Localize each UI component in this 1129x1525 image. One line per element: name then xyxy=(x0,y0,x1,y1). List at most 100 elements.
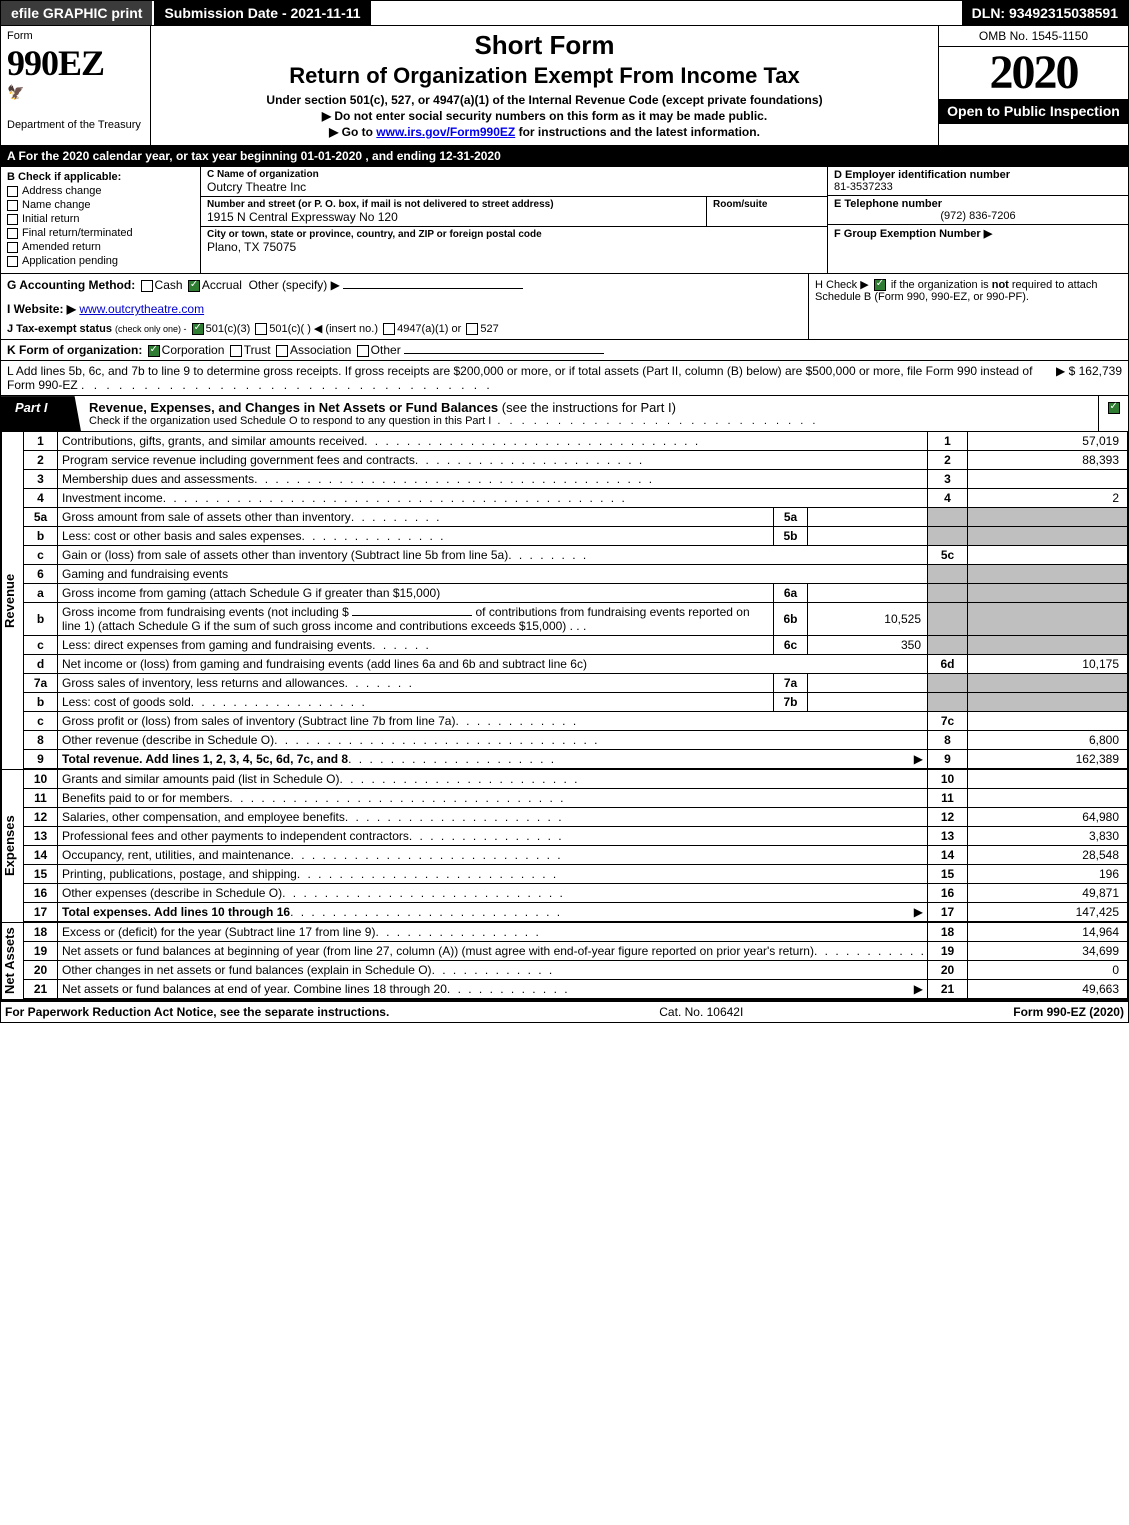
chk-corporation[interactable] xyxy=(148,345,160,357)
page-footer: For Paperwork Reduction Act Notice, see … xyxy=(0,1000,1129,1023)
form-header: Form 990EZ 🦅 Department of the Treasury … xyxy=(0,26,1129,146)
title-return: Return of Organization Exempt From Incom… xyxy=(157,63,932,89)
row-11: 11 Benefits paid to or for members . . .… xyxy=(24,789,1128,808)
omb-number: OMB No. 1545-1150 xyxy=(939,26,1128,47)
chk-501c[interactable] xyxy=(255,323,267,335)
g-other: Other (specify) ▶ xyxy=(249,278,340,292)
chk-trust[interactable] xyxy=(230,345,242,357)
l-text: L Add lines 5b, 6c, and 7b to line 9 to … xyxy=(7,364,1048,392)
k-trust: Trust xyxy=(244,343,271,357)
line-g: G Accounting Method: Cash Accrual Other … xyxy=(1,274,808,339)
j-4947: 4947(a)(1) or xyxy=(397,323,461,335)
net-assets-section: Net Assets 18 Excess or (deficit) for th… xyxy=(0,923,1129,1000)
city-value: Plano, TX 75075 xyxy=(207,240,821,254)
goto-post: for instructions and the latest informat… xyxy=(519,125,760,139)
phone-value: (972) 836-7206 xyxy=(834,210,1122,222)
chk-501c3[interactable] xyxy=(192,323,204,335)
row-8: 8 Other revenue (describe in Schedule O)… xyxy=(24,731,1128,750)
part-1-header: Part I Revenue, Expenses, and Changes in… xyxy=(0,396,1129,432)
j-note: (check only one) - xyxy=(115,324,187,334)
row-7a: 7a Gross sales of inventory, less return… xyxy=(24,674,1128,693)
r1-amt: 57,019 xyxy=(968,432,1128,451)
lines-g-h: G Accounting Method: Cash Accrual Other … xyxy=(0,274,1129,340)
address-value: 1915 N Central Expressway No 120 xyxy=(207,210,700,224)
warning-ssn: ▶ Do not enter social security numbers o… xyxy=(157,109,932,123)
city-label: City or town, state or province, country… xyxy=(207,229,821,240)
chk-association[interactable] xyxy=(276,345,288,357)
part-1-schedule-o-checkbox[interactable] xyxy=(1098,396,1128,431)
website-link[interactable]: www.outcrytheatre.com xyxy=(79,302,204,316)
k-other-fill[interactable] xyxy=(404,353,604,354)
topbar-spacer xyxy=(373,1,962,25)
r1-num: 1 xyxy=(24,432,58,451)
k-assoc: Association xyxy=(290,343,351,357)
chk-final-return[interactable]: Final return/terminated xyxy=(7,227,194,239)
line-h: H Check ▶ if the organization is not req… xyxy=(808,274,1128,339)
g-other-fill[interactable] xyxy=(343,288,523,289)
h-pre: H Check ▶ xyxy=(815,279,869,291)
warning-goto: ▶ Go to www.irs.gov/Form990EZ for instru… xyxy=(157,125,932,139)
g-accrual: Accrual xyxy=(202,278,242,292)
row-4: 4 Investment income . . . . . . . . . . … xyxy=(24,489,1128,508)
open-to-public: Open to Public Inspection xyxy=(939,99,1128,124)
chk-name-change[interactable]: Name change xyxy=(7,199,194,211)
row-15: 15 Printing, publications, postage, and … xyxy=(24,865,1128,884)
box-b-header: B Check if applicable: xyxy=(7,171,194,183)
top-bar: efile GRAPHIC print Submission Date - 20… xyxy=(0,0,1129,26)
form-word: Form xyxy=(7,30,144,42)
row-19: 19 Net assets or fund balances at beginn… xyxy=(24,942,1128,961)
org-name-value: Outcry Theatre Inc xyxy=(207,180,821,194)
chk-527[interactable] xyxy=(466,323,478,335)
chk-accrual[interactable] xyxy=(188,280,200,292)
i-label: I Website: ▶ xyxy=(7,302,76,316)
k-corp: Corporation xyxy=(162,343,225,357)
j-label: J Tax-exempt status xyxy=(7,323,112,335)
efile-print-button[interactable]: efile GRAPHIC print xyxy=(1,1,154,25)
row-6b: b Gross income from fundraising events (… xyxy=(24,603,1128,636)
footer-form-ref: Form 990-EZ (2020) xyxy=(1013,1005,1124,1019)
row-21: 21 Net assets or fund balances at end of… xyxy=(24,980,1128,999)
row-5b: b Less: cost or other basis and sales ex… xyxy=(24,527,1128,546)
h-mid: if the organization is xyxy=(891,279,992,291)
chk-initial-return[interactable]: Initial return xyxy=(7,213,194,225)
box-c: C Name of organization Outcry Theatre In… xyxy=(201,167,828,273)
g-label: G Accounting Method: xyxy=(7,278,135,292)
row-18: 18 Excess or (deficit) for the year (Sub… xyxy=(24,923,1128,942)
chk-h[interactable] xyxy=(874,279,886,291)
k-label: K Form of organization: xyxy=(7,343,142,357)
ein-value: 81-3537233 xyxy=(834,181,1122,193)
goto-pre: ▶ Go to xyxy=(329,125,376,139)
footer-cat-no: Cat. No. 10642I xyxy=(659,1005,743,1019)
row-6c: c Less: direct expenses from gaming and … xyxy=(24,636,1128,655)
chk-4947[interactable] xyxy=(383,323,395,335)
irs-link[interactable]: www.irs.gov/Form990EZ xyxy=(376,125,515,139)
g-cash: Cash xyxy=(155,278,183,292)
org-name-label: C Name of organization xyxy=(207,169,821,180)
row-9: 9 Total revenue. Add lines 1, 2, 3, 4, 5… xyxy=(24,750,1128,769)
chk-application-pending[interactable]: Application pending xyxy=(7,255,194,267)
chk-cash[interactable] xyxy=(141,280,153,292)
row-3: 3 Membership dues and assessments . . . … xyxy=(24,470,1128,489)
room-label: Room/suite xyxy=(713,199,821,210)
chk-other-org[interactable] xyxy=(357,345,369,357)
row-6d: d Net income or (loss) from gaming and f… xyxy=(24,655,1128,674)
footer-left: For Paperwork Reduction Act Notice, see … xyxy=(5,1005,389,1019)
expenses-side-label: Expenses xyxy=(1,770,23,922)
form-number: 990EZ xyxy=(7,42,144,84)
tax-year: 2020 xyxy=(939,47,1128,99)
chk-amended-return[interactable]: Amended return xyxy=(7,241,194,253)
eagle-icon: 🦅 xyxy=(7,84,144,101)
row-17: 17 Total expenses. Add lines 10 through … xyxy=(24,903,1128,922)
box-def: D Employer identification number 81-3537… xyxy=(828,167,1128,273)
header-right: OMB No. 1545-1150 2020 Open to Public In… xyxy=(938,26,1128,145)
row-13: 13 Professional fees and other payments … xyxy=(24,827,1128,846)
row-6a: a Gross income from gaming (attach Sched… xyxy=(24,584,1128,603)
chk-address-change[interactable]: Address change xyxy=(7,185,194,197)
6b-blank[interactable] xyxy=(352,615,472,616)
row-12: 12 Salaries, other compensation, and emp… xyxy=(24,808,1128,827)
submission-date-button[interactable]: Submission Date - 2021-11-11 xyxy=(154,1,372,25)
j-501c3: 501(c)(3) xyxy=(206,323,251,335)
j-527: 527 xyxy=(480,323,498,335)
title-short-form: Short Form xyxy=(157,30,932,61)
address-label: Number and street (or P. O. box, if mail… xyxy=(207,199,700,210)
